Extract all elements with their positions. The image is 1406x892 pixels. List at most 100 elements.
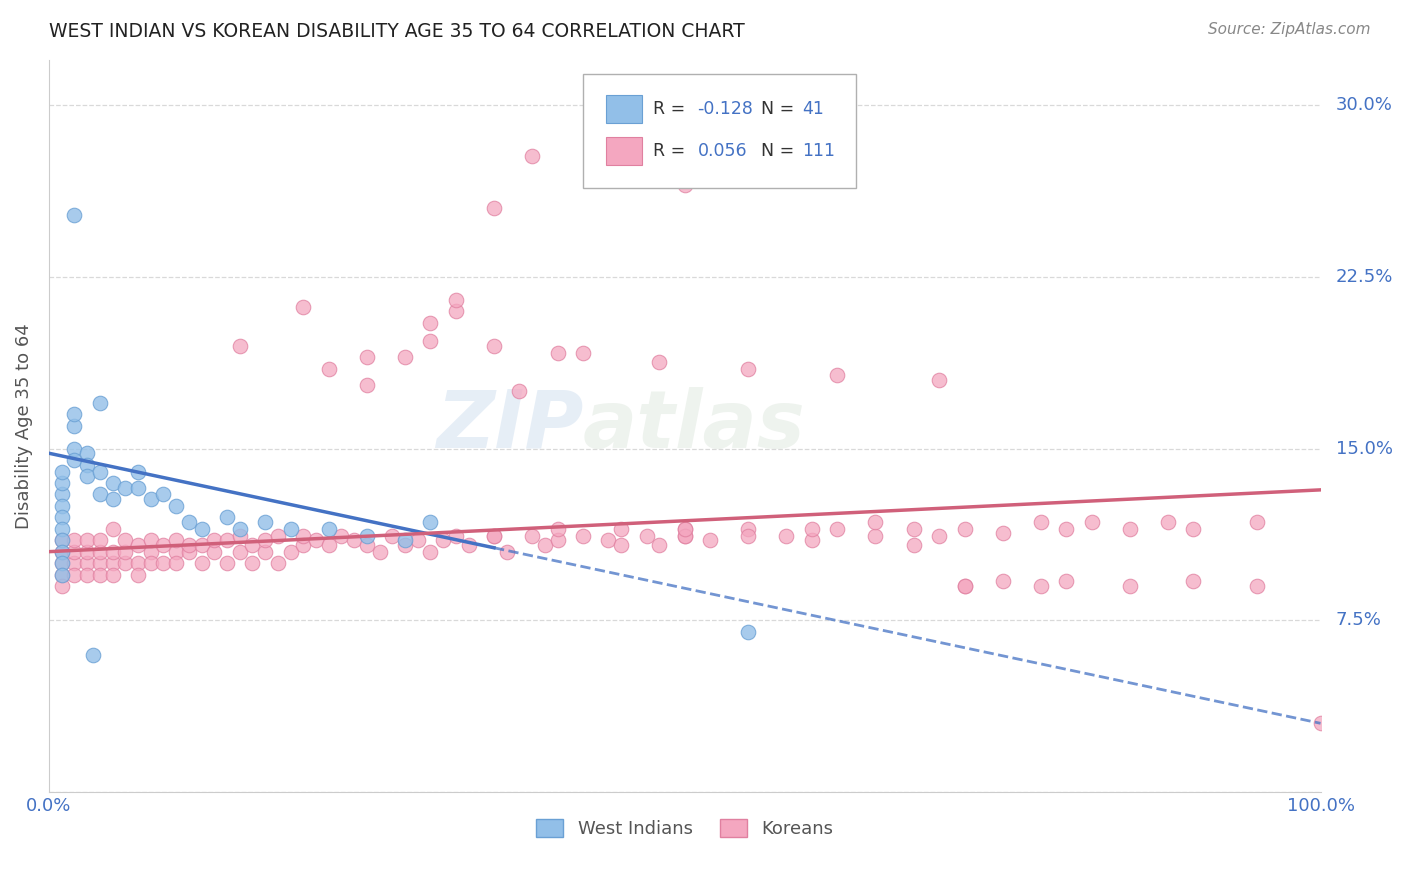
Text: 22.5%: 22.5% bbox=[1336, 268, 1393, 286]
Point bbox=[800, 533, 823, 548]
Point bbox=[737, 522, 759, 536]
Point bbox=[51, 556, 73, 570]
Point bbox=[419, 515, 441, 529]
Point bbox=[432, 533, 454, 548]
Point bbox=[928, 373, 950, 387]
Point bbox=[280, 522, 302, 536]
Point bbox=[51, 487, 73, 501]
Point bbox=[991, 526, 1014, 541]
Point bbox=[865, 515, 887, 529]
Point bbox=[177, 538, 200, 552]
Point bbox=[51, 475, 73, 490]
Point bbox=[1246, 515, 1268, 529]
Point bbox=[114, 544, 136, 558]
Point bbox=[699, 533, 721, 548]
Point bbox=[228, 528, 250, 542]
Point bbox=[89, 567, 111, 582]
Point bbox=[903, 538, 925, 552]
Point bbox=[482, 528, 505, 542]
Point bbox=[242, 556, 264, 570]
Point bbox=[482, 339, 505, 353]
Point bbox=[457, 538, 479, 552]
Point bbox=[127, 465, 149, 479]
FancyBboxPatch shape bbox=[583, 74, 856, 187]
Point bbox=[991, 574, 1014, 589]
Point bbox=[1119, 522, 1142, 536]
Point bbox=[394, 538, 416, 552]
Point bbox=[292, 528, 315, 542]
Point bbox=[101, 522, 124, 536]
Point bbox=[1054, 574, 1077, 589]
Point bbox=[737, 361, 759, 376]
Point bbox=[63, 442, 86, 456]
Point bbox=[51, 567, 73, 582]
Point bbox=[1029, 515, 1052, 529]
Point bbox=[76, 544, 98, 558]
Point bbox=[89, 533, 111, 548]
Point bbox=[953, 579, 976, 593]
Point bbox=[1309, 716, 1331, 731]
Point bbox=[1080, 515, 1102, 529]
Point bbox=[139, 533, 162, 548]
Point bbox=[1182, 574, 1205, 589]
Point bbox=[827, 368, 849, 383]
Point bbox=[482, 528, 505, 542]
Point bbox=[648, 538, 671, 552]
Point bbox=[114, 556, 136, 570]
Point bbox=[572, 528, 595, 542]
Point bbox=[101, 475, 124, 490]
Point bbox=[318, 522, 340, 536]
Text: 41: 41 bbox=[801, 101, 824, 119]
Point bbox=[1119, 579, 1142, 593]
Point bbox=[51, 556, 73, 570]
Point bbox=[292, 300, 315, 314]
Point bbox=[775, 528, 797, 542]
Point bbox=[444, 304, 467, 318]
Point bbox=[673, 522, 696, 536]
Point bbox=[215, 510, 238, 524]
Point bbox=[648, 354, 671, 368]
Point bbox=[356, 538, 378, 552]
Point bbox=[522, 528, 544, 542]
Point bbox=[254, 544, 277, 558]
Point bbox=[51, 544, 73, 558]
Point bbox=[254, 533, 277, 548]
Point bbox=[534, 538, 557, 552]
Point bbox=[330, 528, 353, 542]
Point bbox=[572, 345, 595, 359]
Point bbox=[406, 533, 429, 548]
Point bbox=[76, 533, 98, 548]
Point bbox=[139, 491, 162, 506]
Point bbox=[865, 528, 887, 542]
Point bbox=[356, 528, 378, 542]
Point bbox=[1246, 579, 1268, 593]
Point bbox=[51, 499, 73, 513]
Point bbox=[89, 544, 111, 558]
Point bbox=[82, 648, 104, 662]
Point bbox=[51, 544, 73, 558]
Point bbox=[673, 528, 696, 542]
Point bbox=[215, 533, 238, 548]
Point bbox=[63, 418, 86, 433]
Text: Source: ZipAtlas.com: Source: ZipAtlas.com bbox=[1208, 22, 1371, 37]
Point bbox=[444, 293, 467, 307]
Point bbox=[673, 522, 696, 536]
Point bbox=[267, 528, 290, 542]
Point bbox=[368, 544, 391, 558]
Point bbox=[89, 556, 111, 570]
Point bbox=[127, 556, 149, 570]
Point bbox=[89, 465, 111, 479]
Point bbox=[114, 481, 136, 495]
Point bbox=[190, 522, 212, 536]
Point bbox=[76, 469, 98, 483]
Point bbox=[51, 579, 73, 593]
Point bbox=[101, 556, 124, 570]
Point bbox=[127, 481, 149, 495]
Point bbox=[827, 522, 849, 536]
Point bbox=[953, 579, 976, 593]
Point bbox=[190, 538, 212, 552]
Point bbox=[903, 522, 925, 536]
Point bbox=[254, 515, 277, 529]
Point bbox=[51, 522, 73, 536]
Text: 15.0%: 15.0% bbox=[1336, 440, 1393, 458]
